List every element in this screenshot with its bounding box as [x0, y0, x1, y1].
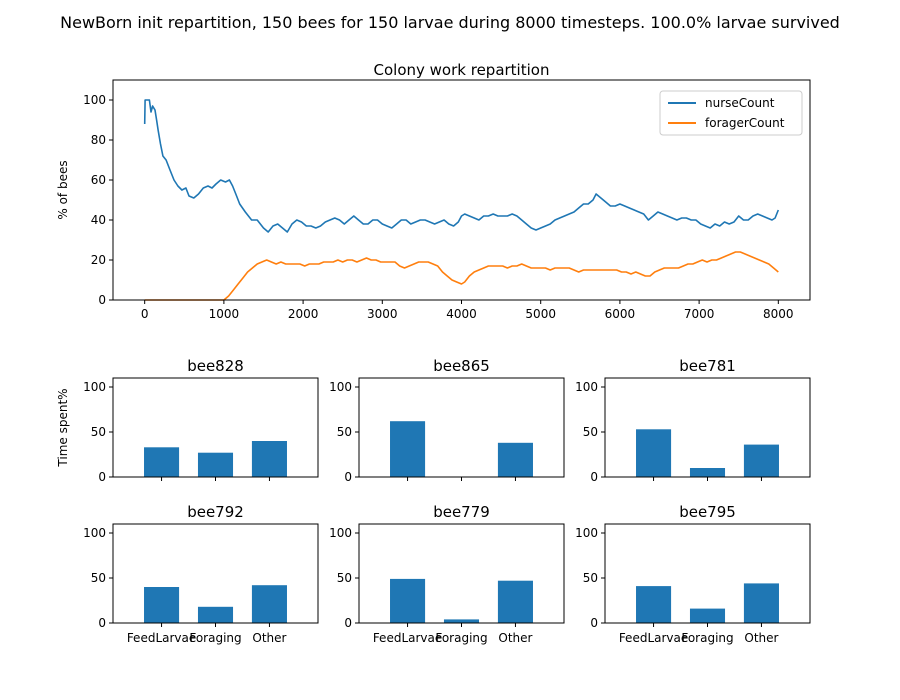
y-tick-label: 100 — [575, 526, 598, 540]
series-line-nurseCount — [143, 99, 780, 233]
subplot-frame — [358, 523, 565, 624]
bar-Foraging — [197, 606, 234, 623]
bar-Other — [743, 444, 779, 477]
x-tick-label: Other — [252, 631, 286, 645]
subplot-frame — [112, 377, 319, 478]
y-tick-label: 50 — [583, 425, 598, 439]
x-tick-label: 1000 — [209, 307, 240, 321]
y-tick-label: 80 — [91, 133, 106, 147]
y-tick-label: 50 — [583, 571, 598, 585]
x-tick-label: 2000 — [288, 307, 319, 321]
bar-FeedLarvae — [636, 586, 672, 623]
y-tick-label: 0 — [344, 470, 352, 484]
series-line-foragerCount — [144, 251, 779, 301]
y-tick-label: 100 — [83, 93, 106, 107]
subplot-frame — [604, 377, 811, 478]
legend-label: nurseCount — [705, 96, 775, 110]
y-tick-label: 100 — [329, 380, 352, 394]
x-tick-label: 6000 — [605, 307, 636, 321]
y-tick-label: 0 — [344, 616, 352, 630]
line-chart-title: Colony work repartition — [374, 61, 550, 79]
subplot-frame — [112, 523, 319, 624]
x-tick-label: Foraging — [435, 631, 487, 645]
subplot-frame — [604, 523, 811, 624]
bar-FeedLarvae — [390, 421, 426, 477]
y-tick-label: 100 — [83, 526, 106, 540]
bar-chart-bee865: bee865 0 50 100 — [329, 357, 565, 484]
y-tick-label: 40 — [91, 213, 106, 227]
x-tick-label: 3000 — [367, 307, 398, 321]
bar-Foraging — [689, 468, 726, 477]
bar-FeedLarvae — [144, 587, 180, 623]
y-tick-label: 50 — [337, 571, 352, 585]
x-tick-label: FeedLarvae — [619, 631, 688, 645]
subplot-frame — [358, 377, 565, 478]
x-tick-label: 5000 — [525, 307, 556, 321]
y-tick-label: 50 — [91, 571, 106, 585]
x-tick-label: 0 — [141, 307, 149, 321]
subplot-title: bee792 — [187, 503, 244, 521]
subplot-title: bee828 — [187, 357, 244, 375]
figure-suptitle: NewBorn init repartition, 150 bees for 1… — [60, 13, 840, 32]
bar-Other — [497, 442, 533, 477]
x-tick-label: Other — [744, 631, 778, 645]
x-tick-label: 4000 — [446, 307, 477, 321]
subplot-title: bee795 — [679, 503, 736, 521]
y-tick-label: 0 — [590, 616, 598, 630]
y-tick-label: 0 — [98, 293, 106, 307]
bar-Other — [251, 441, 287, 477]
subplot-title: bee865 — [433, 357, 490, 375]
y-tick-label: 100 — [329, 526, 352, 540]
y-tick-label: 0 — [98, 470, 106, 484]
y-tick-label: 0 — [590, 470, 598, 484]
bar-Foraging — [197, 452, 234, 477]
x-tick-label: Other — [498, 631, 532, 645]
bar-Other — [497, 580, 533, 623]
bar-Foraging — [689, 608, 726, 623]
x-tick-label: 8000 — [763, 307, 794, 321]
subplot-title: bee781 — [679, 357, 736, 375]
legend: nurseCount foragerCount — [659, 90, 803, 136]
bar-chart-bee781: bee781 0 50 100 — [575, 357, 811, 484]
bar-Foraging — [443, 619, 480, 623]
x-tick-label: Foraging — [189, 631, 241, 645]
legend-label: foragerCount — [705, 116, 785, 130]
y-tick-label: 0 — [98, 616, 106, 630]
x-tick-label: FeedLarvae — [127, 631, 196, 645]
bar-FeedLarvae — [636, 429, 672, 477]
y-tick-label: 50 — [337, 425, 352, 439]
bar-chart-bee828: bee828 0 50 100 Time spent% — [56, 357, 319, 484]
x-tick-label: 7000 — [684, 307, 715, 321]
y-tick-label: 50 — [91, 425, 106, 439]
x-tick-label: Foraging — [681, 631, 733, 645]
subplot-title: bee779 — [433, 503, 490, 521]
bar-FeedLarvae — [390, 578, 426, 623]
bar-Other — [743, 583, 779, 623]
y-tick-label: 100 — [83, 380, 106, 394]
y-tick-label: 20 — [91, 253, 106, 267]
y-axis-label: % of bees — [56, 160, 70, 219]
y-tick-label: 60 — [91, 173, 106, 187]
x-tick-label: FeedLarvae — [373, 631, 442, 645]
bar-FeedLarvae — [144, 447, 180, 477]
bar-Other — [251, 585, 287, 623]
y-axis-label: Time spent% — [56, 388, 70, 467]
y-tick-label: 100 — [575, 380, 598, 394]
